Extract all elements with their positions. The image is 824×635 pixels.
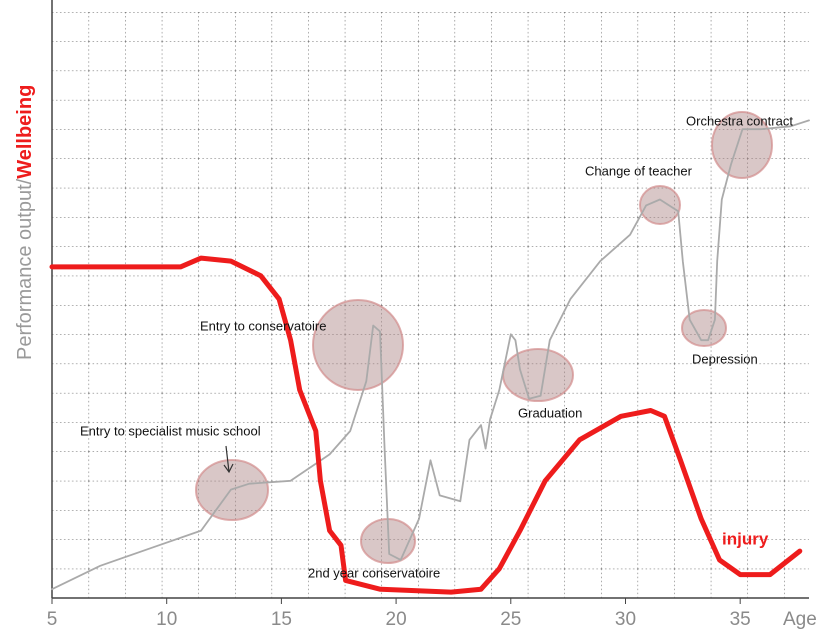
x-axis-label: Age	[783, 609, 817, 630]
x-tick-label: 5	[47, 609, 58, 630]
arrow-head	[223, 463, 234, 474]
x-tick-label: 35	[730, 609, 751, 630]
x-tick-label: 10	[156, 609, 177, 630]
y-label-highlight: Wellbeing	[14, 85, 36, 179]
annotation: 2nd year conservatoire	[308, 565, 440, 580]
annotation: Change of teacher	[585, 163, 693, 178]
annotation: Graduation	[518, 405, 582, 420]
performance-line	[51, 119, 810, 591]
annotation: Entry to specialist music school	[80, 423, 261, 438]
annotation: Depression	[692, 351, 758, 366]
grid	[52, 12, 809, 598]
x-tick-label: 30	[615, 609, 636, 630]
highlight-circle	[639, 185, 681, 225]
x-tick-label: 25	[500, 609, 521, 630]
annotation: Entry to conservatoire	[200, 318, 326, 333]
injury-label: injury	[722, 529, 769, 548]
x-tick-label: 15	[271, 609, 292, 630]
annotation: Orchestra contract	[686, 113, 793, 128]
wellbeing-line	[49, 255, 803, 595]
x-tick-label: 20	[386, 609, 407, 630]
y-axis-label: Performance output/Wellbeing	[14, 85, 36, 360]
highlight-circle	[312, 299, 404, 391]
highlight-circle	[502, 348, 574, 402]
y-label-main: Performance output/	[14, 178, 36, 360]
annotation-arrow	[225, 445, 230, 473]
